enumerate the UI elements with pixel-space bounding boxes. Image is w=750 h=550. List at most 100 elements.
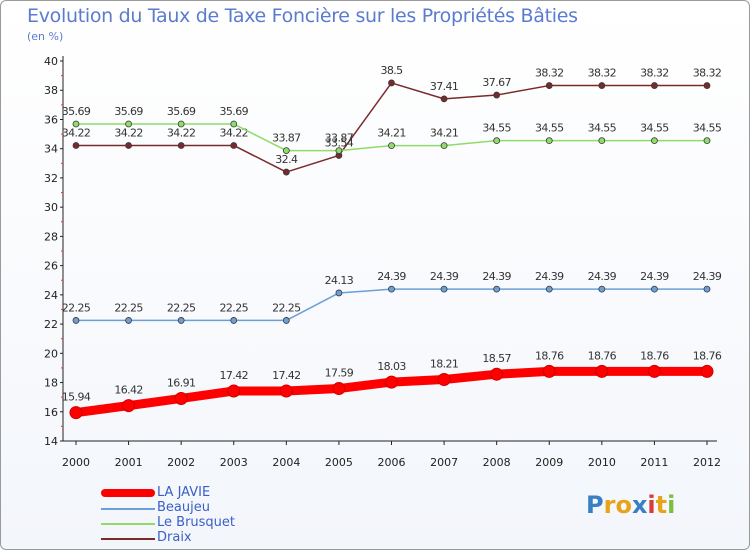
x-tick-label: 2010 xyxy=(588,456,616,469)
data-label: 16.42 xyxy=(114,384,143,397)
data-label: 35.69 xyxy=(62,105,91,118)
x-tick-label: 2007 xyxy=(430,456,458,469)
data-point xyxy=(598,82,606,89)
data-point xyxy=(545,137,553,145)
data-label: 22.25 xyxy=(62,301,91,314)
data-point xyxy=(595,364,609,378)
data-label: 24.39 xyxy=(535,270,564,283)
y-tick-label: 18 xyxy=(44,377,58,390)
y-tick-label: 38 xyxy=(44,84,58,97)
data-point xyxy=(651,137,658,145)
legend-swatch-le-brusquet xyxy=(101,523,155,525)
data-label: 34.55 xyxy=(588,122,617,135)
data-label: 37.67 xyxy=(482,76,511,89)
data-point xyxy=(700,364,714,378)
data-point xyxy=(282,147,290,154)
data-point xyxy=(493,137,501,145)
data-label: 38.32 xyxy=(535,67,564,80)
logo-letter: i xyxy=(647,491,656,519)
data-label: 18.76 xyxy=(588,349,617,362)
data-label: 22.25 xyxy=(272,301,301,314)
y-tick-label: 24 xyxy=(44,289,58,302)
legend-item-le-brusquet: Le Brusquet xyxy=(101,515,301,531)
data-label: 35.69 xyxy=(167,105,196,118)
data-point xyxy=(440,285,448,293)
data-point xyxy=(125,317,132,324)
y-tick-label: 26 xyxy=(44,260,58,273)
y-tick-label: 32 xyxy=(44,172,58,185)
data-label: 38.32 xyxy=(693,67,722,80)
data-label: 24.39 xyxy=(693,270,722,283)
data-point xyxy=(598,285,606,293)
data-label: 34.55 xyxy=(482,122,511,135)
data-point xyxy=(440,142,448,150)
data-point xyxy=(72,120,80,128)
data-point xyxy=(703,285,711,293)
data-label: 34.55 xyxy=(640,122,669,135)
logo-letter: P xyxy=(586,491,604,519)
x-tick-label: 2011 xyxy=(640,456,668,469)
data-point xyxy=(388,79,395,87)
data-label: 24.39 xyxy=(377,270,406,283)
data-point xyxy=(230,120,238,128)
x-tick-label: 2002 xyxy=(167,456,195,469)
x-tick-label: 2006 xyxy=(378,456,406,469)
data-label: 18.21 xyxy=(430,357,459,370)
data-label: 16.91 xyxy=(167,376,196,389)
data-label: 18.57 xyxy=(482,352,511,365)
x-tick-label: 2000 xyxy=(62,456,90,469)
data-point xyxy=(647,364,661,378)
data-label: 34.22 xyxy=(62,126,91,139)
data-point xyxy=(72,317,80,324)
data-point xyxy=(490,367,504,381)
x-tick-label: 2009 xyxy=(535,456,563,469)
y-tick-label: 14 xyxy=(44,435,58,448)
data-label: 34.21 xyxy=(430,127,459,140)
logo-letter: x xyxy=(631,491,648,519)
data-label: 24.39 xyxy=(482,270,511,283)
legend-item-beaujeu: Beaujeu xyxy=(101,500,301,516)
data-label: 22.25 xyxy=(167,301,196,314)
data-point xyxy=(332,382,346,396)
data-point xyxy=(177,142,185,149)
data-label: 35.69 xyxy=(220,105,249,118)
data-point xyxy=(703,137,711,145)
legend-swatch-draix xyxy=(101,538,155,540)
data-point xyxy=(335,147,343,154)
data-label: 24.39 xyxy=(588,270,617,283)
data-label: 24.39 xyxy=(430,270,459,283)
legend-item-la-javie: LA JAVIE xyxy=(101,485,301,501)
legend-swatch-la-javie xyxy=(101,489,155,497)
data-point xyxy=(545,82,553,89)
data-point xyxy=(385,375,398,389)
data-label: 35.69 xyxy=(114,105,143,118)
data-label: 32.4 xyxy=(275,153,298,166)
x-tick-label: 2005 xyxy=(325,456,353,469)
data-point xyxy=(703,82,711,89)
data-label: 24.13 xyxy=(325,274,354,287)
data-label: 18.03 xyxy=(377,360,406,373)
data-label: 24.39 xyxy=(640,270,669,283)
x-tick-label: 2012 xyxy=(693,456,721,469)
data-label: 34.55 xyxy=(535,122,564,135)
y-tick-label: 30 xyxy=(44,201,58,214)
data-point xyxy=(282,317,290,324)
data-point xyxy=(230,317,238,324)
x-tick-label: 2003 xyxy=(220,456,248,469)
data-point xyxy=(542,364,556,378)
data-point xyxy=(122,399,136,413)
legend-item-draix: Draix xyxy=(101,530,301,546)
y-tick-label: 36 xyxy=(44,113,58,126)
logo-letter: t xyxy=(655,491,668,519)
data-point xyxy=(437,372,451,386)
data-point xyxy=(545,285,553,293)
data-point xyxy=(227,384,241,398)
data-label: 38.5 xyxy=(380,64,403,77)
data-label: 33.54 xyxy=(325,136,354,149)
data-label: 22.25 xyxy=(220,301,249,314)
data-label: 37.41 xyxy=(430,80,459,93)
data-label: 34.22 xyxy=(114,126,143,139)
data-point xyxy=(651,285,658,293)
